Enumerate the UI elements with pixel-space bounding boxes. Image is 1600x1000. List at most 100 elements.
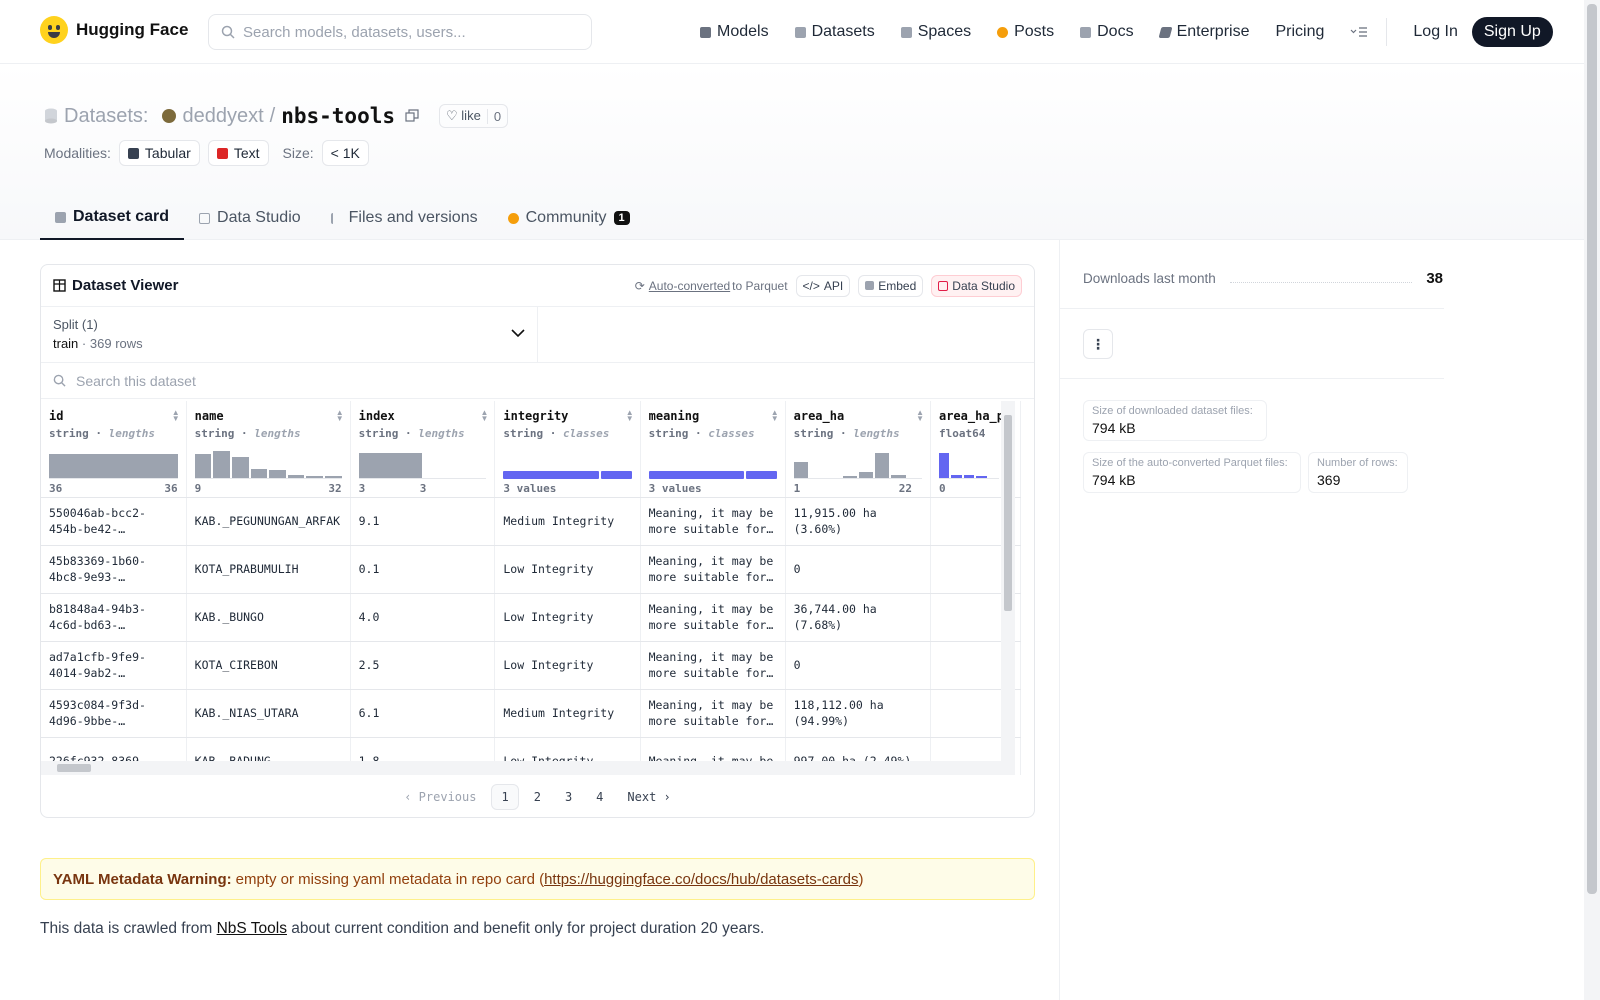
cell-integrity[interactable]: Low Integrity [494, 545, 641, 594]
cell-integrity[interactable]: Low Integrity [494, 593, 641, 642]
tab-community[interactable]: Community 1 [493, 196, 645, 240]
auto-converted-link[interactable]: Auto-converted [648, 278, 731, 293]
cell-area-ha[interactable]: 11,915.00 ha (3.60%) [785, 497, 931, 546]
cell-integrity[interactable]: Medium Integrity [494, 689, 641, 738]
api-button[interactable]: </> API [795, 274, 851, 297]
dataset-cards-docs-link[interactable]: https://huggingface.co/docs/hub/datasets… [544, 870, 859, 888]
table-row[interactable]: b81848a4-94b3- 4c6d-bd63-… KAB._BUNGO 4.… [41, 593, 1021, 642]
like-button[interactable]: ♡ like 0 [439, 104, 509, 128]
column-header-meaning[interactable]: meaning string · classes ▲ ▼ 3 values [640, 401, 786, 498]
cell-area-ha[interactable]: 0 [785, 545, 931, 594]
cell-index[interactable]: 9.1 [350, 497, 496, 546]
column-header-id[interactable]: id string · lengths ▲ ▼ 36 36 [41, 401, 187, 498]
cell-id[interactable]: ad7a1cfb-9fe9- 4014-9ab2-… [41, 641, 187, 690]
embed-button[interactable]: Embed [858, 274, 924, 297]
table-row[interactable]: 45b83369-1b60- 4bc8-9e93-… KOTA_PRABUMUL… [41, 545, 1021, 594]
scrollbar-thumb[interactable] [1587, 4, 1597, 894]
tab-files[interactable]: Files and versions [316, 196, 493, 240]
table-row[interactable]: 550046ab-bcc2- 454b-be42-… KAB._PEGUNUNG… [41, 497, 1021, 546]
page-1-button[interactable]: 1 [491, 784, 519, 810]
cell-meaning[interactable]: Meaning, it may be more suitable for… [640, 593, 786, 642]
range-min: 9 [194, 481, 202, 495]
sort-icon[interactable]: ▲ ▼ [916, 408, 924, 423]
copy-icon[interactable] [405, 109, 419, 123]
cell-index[interactable]: 4.0 [350, 593, 496, 642]
global-search[interactable] [208, 14, 592, 50]
cell-area-ha[interactable]: 36,744.00 ha (7.68%) [785, 593, 931, 642]
nav-datasets[interactable]: Datasets [794, 23, 875, 41]
cell-index[interactable]: 6.1 [350, 689, 496, 738]
nav-docs[interactable]: Docs [1080, 23, 1134, 41]
cell-meaning[interactable]: Meaning, it may be more suitable for… [640, 497, 786, 546]
scrollbar-thumb[interactable] [1004, 415, 1012, 611]
repo-name[interactable]: nbs-tools [281, 104, 396, 128]
size-parquet-stat: Size of the auto-converted Parquet files… [1083, 452, 1301, 493]
page-3-button[interactable]: 3 [564, 790, 573, 804]
header-row: id string · lengths ▲ ▼ 36 36 name string … [41, 401, 1021, 498]
brand-logo[interactable]: Hugging Face [40, 16, 188, 44]
table-row[interactable]: 4593c084-9f3d- 4d96-9bbe-… KAB._NIAS_UTA… [41, 689, 1021, 738]
table-row[interactable]: ad7a1cfb-9fe9- 4014-9ab2-… KOTA_CIREBON … [41, 641, 1021, 690]
page-4-button[interactable]: 4 [596, 790, 604, 804]
cell-area-ha[interactable]: 118,112.00 ha (94.99%) [785, 689, 931, 738]
sort-icon[interactable]: ▲ ▼ [171, 408, 180, 423]
page-scrollbar[interactable] [1584, 0, 1600, 1000]
column-header-integrity[interactable]: integrity string · classes ▲ ▼ 3 values [494, 401, 641, 498]
grid-horizontal-scrollbar[interactable] [41, 761, 1015, 775]
previous-page-button[interactable]: ‹ Previous [404, 790, 477, 804]
sort-icon[interactable]: ▲ ▼ [770, 408, 779, 423]
cell-id[interactable]: 45b83369-1b60- 4bc8-9e93-… [41, 545, 187, 594]
more-options-button[interactable]: ⋮ [1083, 329, 1113, 359]
split-selector[interactable]: Split (1) train · 369 rows [41, 307, 538, 363]
grid-vertical-scrollbar[interactable] [1001, 401, 1015, 761]
dataset-search[interactable] [41, 363, 1034, 399]
modality-text[interactable]: Text [207, 140, 269, 166]
size-chip[interactable]: < 1K [321, 140, 369, 166]
cell-meaning[interactable]: Meaning, it may be more suitable for… [640, 689, 786, 738]
nav-models[interactable]: Models [700, 23, 769, 41]
cell-name[interactable]: KAB._NIAS_UTARA [186, 689, 351, 738]
column-header-name[interactable]: name string · lengths ▲ ▼ 9 32 [186, 401, 351, 498]
cell-meaning[interactable]: Meaning, it may be more suitable for… [640, 545, 786, 594]
database-icon [794, 26, 806, 38]
owner-link[interactable]: deddyext [182, 104, 264, 127]
signup-button[interactable]: Sign Up [1471, 17, 1553, 47]
cell-index[interactable]: 0.1 [350, 545, 496, 594]
sort-icon[interactable]: ▲ ▼ [480, 408, 489, 423]
cell-id[interactable]: 550046ab-bcc2- 454b-be42-… [41, 497, 187, 546]
cell-name[interactable]: KAB._BUNGO [186, 593, 351, 642]
sort-icon[interactable]: ▲ ▼ [335, 408, 344, 423]
datasets-link[interactable]: Datasets: [64, 104, 149, 127]
search-input[interactable] [243, 23, 563, 41]
cell-integrity[interactable]: Low Integrity [494, 641, 641, 690]
tab-data-studio[interactable]: Data Studio [184, 196, 316, 240]
cell-name[interactable]: KAB._PEGUNUNGAN_ARFAK [186, 497, 351, 546]
dataset-search-input[interactable] [76, 372, 476, 389]
cell-name[interactable]: KOTA_PRABUMULIH [186, 545, 351, 594]
modality-tabular[interactable]: Tabular [118, 140, 200, 166]
scrollbar-thumb[interactable] [57, 764, 91, 772]
sort-icon[interactable]: ▲ ▼ [625, 408, 634, 423]
nbs-tools-link[interactable]: NbS Tools [216, 920, 287, 937]
cell-meaning[interactable]: Meaning, it may be more suitable for… [640, 641, 786, 690]
nav-spaces[interactable]: Spaces [900, 23, 971, 41]
tab-dataset-card[interactable]: Dataset card [40, 196, 185, 240]
cell-id[interactable]: b81848a4-94b3- 4c6d-bd63-… [41, 593, 187, 642]
nav-pricing[interactable]: Pricing [1275, 23, 1324, 41]
cell-index[interactable]: 2.5 [350, 641, 496, 690]
login-link[interactable]: Log In [1413, 23, 1457, 41]
nav-more-menu[interactable] [1350, 26, 1368, 38]
next-page-button[interactable]: Next › [627, 790, 671, 804]
nav-posts[interactable]: Posts [997, 23, 1054, 41]
stat-value: 794 kB [1092, 472, 1136, 488]
page-2-button[interactable]: 2 [533, 790, 541, 804]
cell-id[interactable]: 4593c084-9f3d- 4d96-9bbe-… [41, 689, 187, 738]
cell-area-ha[interactable]: 0 [785, 641, 931, 690]
column-header-area-ha[interactable]: area_ha string · lengths ▲ ▼ 1 22 [785, 401, 931, 498]
cell-name[interactable]: KOTA_CIREBON [186, 641, 351, 690]
cell-integrity[interactable]: Medium Integrity [494, 497, 641, 546]
nav-enterprise[interactable]: Enterprise [1158, 23, 1249, 41]
value-range: 3 values [649, 482, 777, 495]
data-studio-button[interactable]: Data Studio [931, 274, 1022, 297]
